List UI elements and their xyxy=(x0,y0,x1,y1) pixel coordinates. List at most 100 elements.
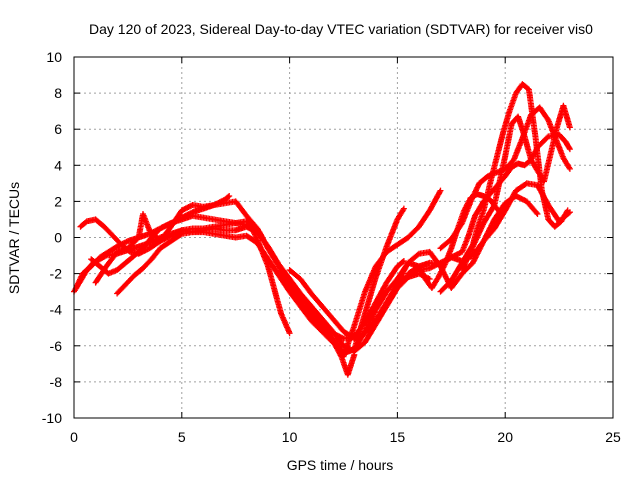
data-point xyxy=(140,257,154,272)
y-tick-label: 4 xyxy=(54,157,62,173)
data-point xyxy=(459,199,474,227)
series-arc-15 xyxy=(459,102,573,273)
data-point xyxy=(168,215,184,227)
data-point xyxy=(510,136,525,163)
data-point xyxy=(545,202,562,223)
data-point xyxy=(437,278,454,295)
data-point xyxy=(538,187,551,221)
data-point xyxy=(178,209,195,221)
x-tick-label: 5 xyxy=(178,429,186,445)
data-point xyxy=(157,238,173,252)
data-point xyxy=(254,239,271,261)
x-tick-label: 25 xyxy=(605,429,621,445)
data-point xyxy=(437,237,454,252)
y-tick-label: -2 xyxy=(50,266,63,282)
chart-points xyxy=(71,81,573,378)
data-point xyxy=(275,272,292,294)
data-point xyxy=(469,221,486,250)
data-point xyxy=(109,232,124,247)
data-point xyxy=(265,263,278,292)
data-point xyxy=(383,217,400,250)
data-point xyxy=(146,227,163,243)
y-tick-label: 2 xyxy=(54,193,62,209)
data-point xyxy=(491,154,508,208)
data-point xyxy=(448,249,464,261)
data-point xyxy=(551,219,564,230)
data-point xyxy=(122,273,137,288)
data-point xyxy=(515,113,528,138)
x-tick-label: 10 xyxy=(282,429,298,445)
data-point xyxy=(148,246,163,263)
data-point xyxy=(560,155,573,171)
data-point xyxy=(297,276,314,296)
data-point xyxy=(416,208,432,230)
chart-title: Day 120 of 2023, Sidereal Day-to-day VTE… xyxy=(89,21,593,37)
data-point xyxy=(480,217,497,245)
x-tick-label: 0 xyxy=(70,429,78,445)
data-point xyxy=(92,264,109,286)
data-point xyxy=(372,289,389,311)
data-point xyxy=(168,231,184,245)
data-point xyxy=(448,271,465,291)
y-tick-label: -4 xyxy=(50,302,63,318)
data-point xyxy=(394,261,411,286)
x-tick-label: 20 xyxy=(497,429,513,445)
data-point xyxy=(372,300,389,324)
data-point xyxy=(131,266,145,279)
data-point xyxy=(469,239,486,266)
data-point xyxy=(437,255,454,268)
data-point xyxy=(308,317,324,334)
data-point xyxy=(362,264,379,295)
data-point xyxy=(558,208,570,225)
data-point xyxy=(435,263,448,281)
data-point xyxy=(541,153,554,185)
data-point xyxy=(105,244,119,255)
data-point xyxy=(500,109,513,136)
y-tick-label: 6 xyxy=(54,121,62,137)
data-point xyxy=(351,351,358,358)
data-point xyxy=(560,102,573,129)
data-point xyxy=(226,193,233,199)
data-point xyxy=(73,272,85,291)
data-point xyxy=(103,250,120,270)
data-point xyxy=(383,282,400,306)
data-point xyxy=(459,234,471,255)
data-point xyxy=(394,207,407,223)
data-point xyxy=(519,81,531,92)
data-point xyxy=(114,282,128,297)
data-point xyxy=(122,253,137,266)
data-point xyxy=(465,214,478,239)
data-point xyxy=(308,306,324,326)
y-tick-label: -8 xyxy=(50,374,63,390)
data-point xyxy=(437,187,444,194)
data-point xyxy=(405,264,421,277)
data-point xyxy=(383,264,400,286)
data-point xyxy=(286,267,303,281)
data-point xyxy=(497,209,504,216)
data-point xyxy=(476,174,490,187)
data-point xyxy=(405,224,421,241)
data-point xyxy=(114,260,128,273)
data-point xyxy=(467,181,482,205)
data-point xyxy=(254,225,271,250)
data-point xyxy=(265,256,281,278)
data-point xyxy=(329,328,346,348)
data-point xyxy=(243,223,255,233)
data-point xyxy=(400,205,407,212)
data-point xyxy=(340,324,357,360)
series-arc-9 xyxy=(340,187,444,360)
data-point xyxy=(459,260,475,277)
data-point xyxy=(547,125,560,158)
data-point xyxy=(562,138,573,151)
plot-frame xyxy=(73,56,614,419)
data-point xyxy=(372,280,389,306)
data-point xyxy=(474,208,487,232)
data-point xyxy=(351,290,368,329)
data-point xyxy=(275,261,292,281)
data-point xyxy=(88,256,102,269)
data-point xyxy=(308,290,324,308)
data-point xyxy=(318,315,335,334)
data-point xyxy=(79,264,94,277)
data-point xyxy=(77,219,89,230)
